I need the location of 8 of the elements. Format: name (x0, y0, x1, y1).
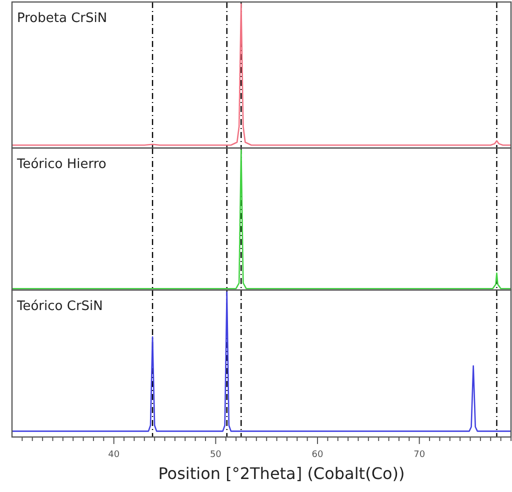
x-tick-label: 70 (414, 450, 426, 460)
text: Probeta CrSiN (17, 11, 108, 26)
x-axis-title: Position [°2Theta] (Cobalt(Co)) (158, 464, 405, 483)
x-tick-label: 60 (312, 450, 324, 460)
x-tick-label: 50 (210, 450, 222, 460)
text: Teórico Hierro (16, 157, 106, 172)
text: Teórico CrSiN (16, 299, 103, 314)
x-tick-label: 40 (108, 450, 120, 460)
